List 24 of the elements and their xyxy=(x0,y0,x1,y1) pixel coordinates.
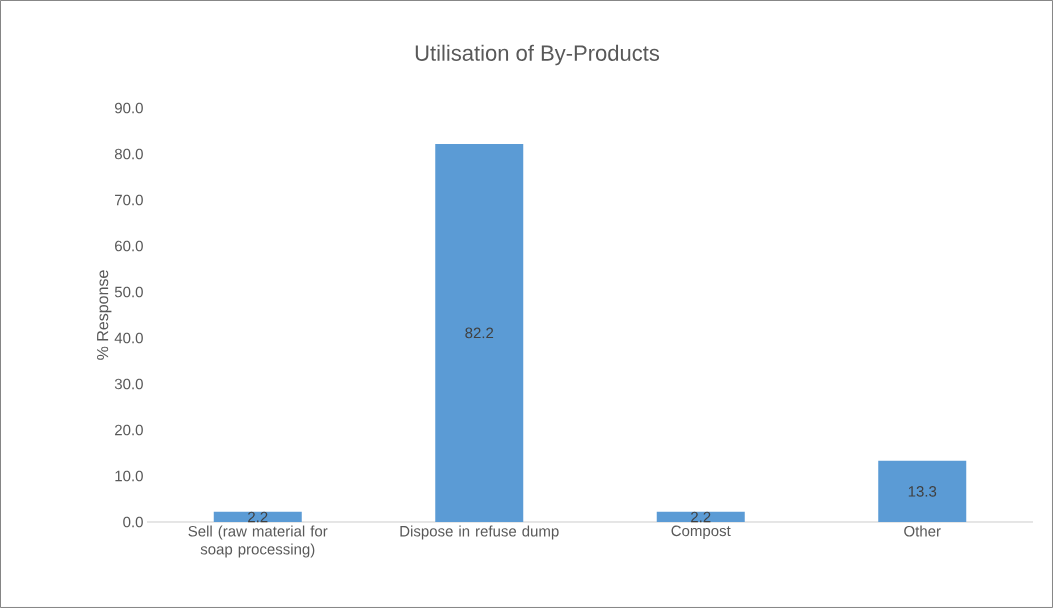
y-tick-label: 60.0 xyxy=(115,240,143,252)
bar xyxy=(213,511,302,522)
bar xyxy=(435,143,524,522)
y-tick-label: 20.0 xyxy=(115,424,143,436)
bar xyxy=(878,460,967,522)
y-axis-title: % Response xyxy=(96,270,112,360)
x-tick-label: Sell (raw material for soap processing) xyxy=(188,525,328,558)
x-tick-label: Dispose in refuse dump xyxy=(400,525,559,540)
data-label: 2.2 xyxy=(248,511,268,523)
y-tick-label: 0.0 xyxy=(123,516,143,528)
y-tick-label: 10.0 xyxy=(115,470,143,482)
x-tick-label: Compost xyxy=(671,525,731,540)
data-label: 2.2 xyxy=(691,511,711,523)
y-tick-label: 30.0 xyxy=(114,378,143,390)
chart-title: Utilisation of By-Products xyxy=(415,44,660,66)
y-tick-label: 50.0 xyxy=(114,286,143,298)
y-tick-label: 40.0 xyxy=(114,332,143,344)
y-tick-label: 90.0 xyxy=(114,102,143,114)
data-label: 82.2 xyxy=(465,327,494,339)
data-label: 13.3 xyxy=(908,486,937,497)
x-tick-label: Other xyxy=(904,525,941,537)
bar xyxy=(656,511,745,522)
y-tick-label: 70.0 xyxy=(115,194,143,206)
y-tick-label: 80.0 xyxy=(114,148,143,160)
